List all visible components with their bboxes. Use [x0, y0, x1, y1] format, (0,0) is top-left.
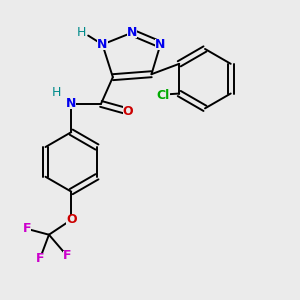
- Bar: [127, 27, 137, 38]
- Text: N: N: [97, 38, 108, 51]
- Bar: [122, 106, 133, 117]
- Bar: [36, 254, 44, 262]
- Text: F: F: [36, 252, 44, 265]
- Text: H: H: [52, 85, 61, 98]
- Bar: [22, 225, 31, 233]
- Text: F: F: [22, 222, 31, 235]
- Text: N: N: [127, 26, 137, 39]
- Text: O: O: [122, 105, 133, 118]
- Bar: [155, 39, 166, 50]
- Bar: [77, 28, 86, 37]
- Bar: [52, 88, 61, 96]
- Text: N: N: [66, 98, 76, 110]
- Bar: [97, 39, 108, 50]
- Bar: [155, 91, 170, 100]
- Bar: [66, 214, 76, 225]
- Bar: [66, 99, 76, 109]
- Text: N: N: [155, 38, 166, 51]
- Text: H: H: [77, 26, 86, 39]
- Text: F: F: [62, 249, 71, 262]
- Text: Cl: Cl: [156, 88, 170, 101]
- Text: O: O: [66, 213, 76, 226]
- Bar: [63, 251, 71, 260]
